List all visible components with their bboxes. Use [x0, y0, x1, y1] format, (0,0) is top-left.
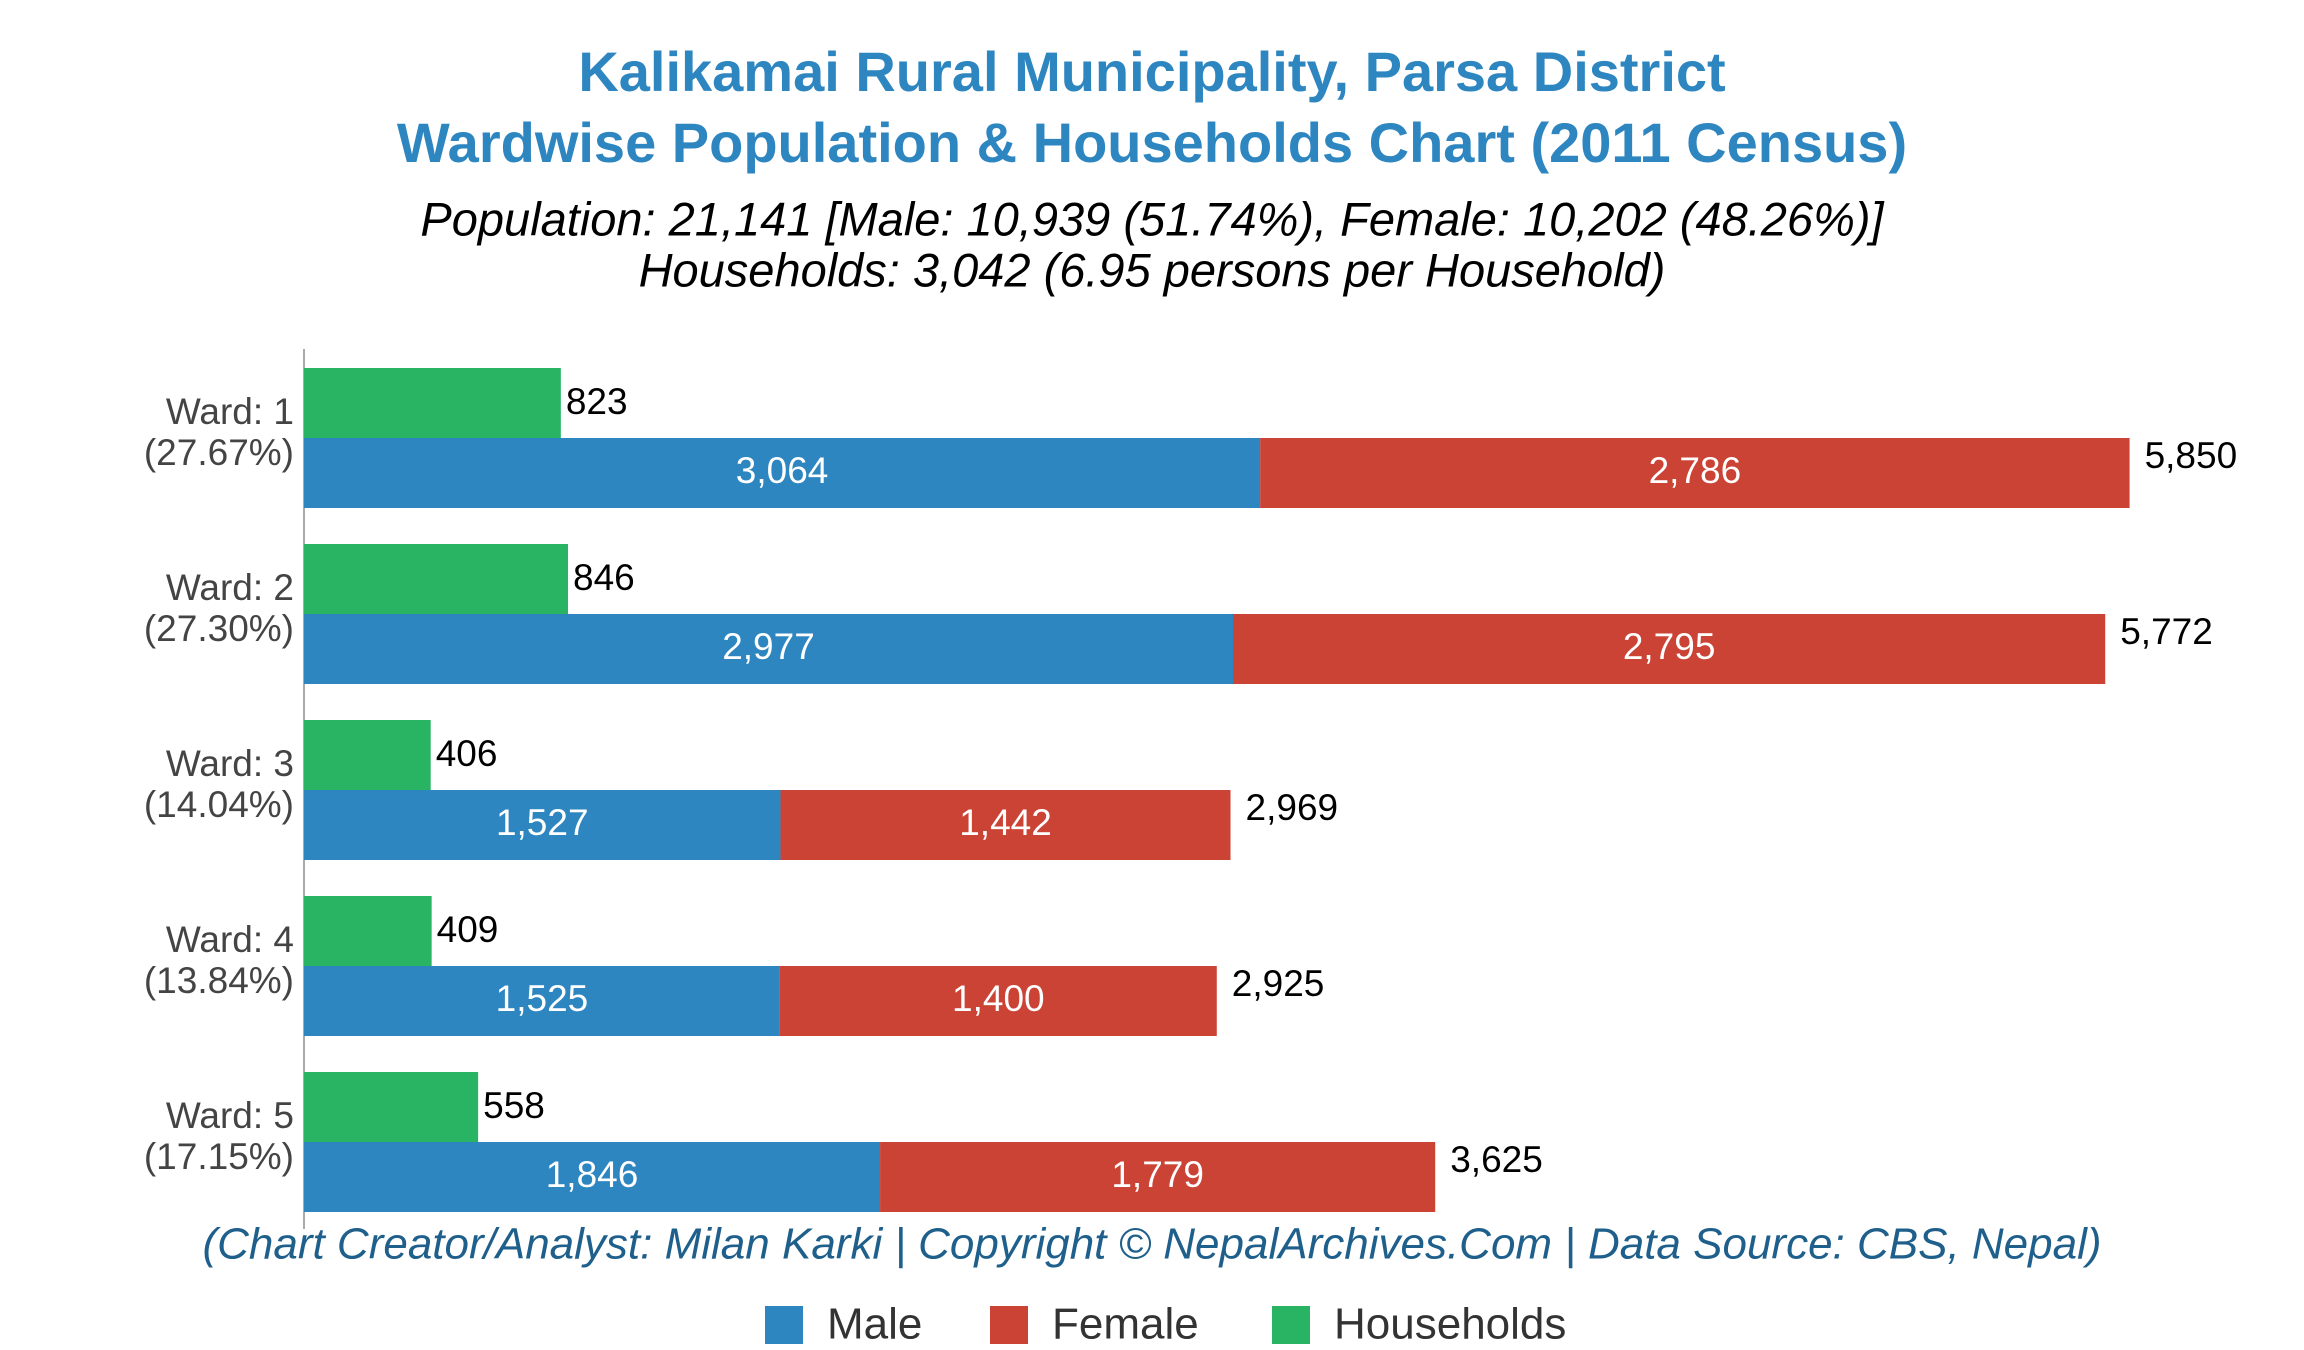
credit: (Chart Creator/Analyst: Milan Karki | Co…: [202, 1220, 2101, 1269]
bar: [880, 1142, 1436, 1212]
category-note: (17.15%): [144, 1136, 294, 1177]
bar: [1233, 614, 2106, 684]
category-label: Ward: 3: [166, 743, 294, 784]
chart-subtitle: Population: 21,141 [Male: 10,939 (51.74%…: [420, 192, 1884, 245]
legend-swatch: [990, 1306, 1028, 1344]
value-label: 823: [566, 381, 628, 422]
value-label: 1,779: [1111, 1154, 1204, 1195]
legend-label: Female: [1052, 1300, 1199, 1349]
total-label: 5,772: [2120, 611, 2213, 652]
bar: [780, 790, 1231, 860]
value-label: 1,525: [496, 978, 589, 1019]
value-label: 409: [437, 909, 499, 950]
bar: [779, 966, 1217, 1036]
value-label: 3,064: [736, 450, 829, 491]
value-label: 1,442: [959, 802, 1052, 843]
value-label: 1,527: [496, 802, 589, 843]
value-label: 2,977: [722, 626, 815, 667]
value-label: 846: [573, 557, 635, 598]
value-label: 406: [436, 733, 498, 774]
legend-label: Households: [1334, 1300, 1566, 1349]
bar: [304, 790, 781, 860]
chart-title: Wardwise Population & Households Chart (…: [397, 111, 1907, 174]
total-label: 5,850: [2145, 435, 2238, 476]
value-label: 1,846: [546, 1154, 639, 1195]
value-label: 2,795: [1623, 626, 1716, 667]
chart-subtitle: Households: 3,042 (6.95 persons per Hous…: [639, 243, 1666, 296]
bar: [1260, 438, 2130, 508]
category-label: Ward: 1: [166, 391, 294, 432]
category-note: (13.84%): [144, 960, 294, 1001]
bar: [304, 1072, 479, 1142]
value-label: 1,400: [952, 978, 1045, 1019]
category-note: (27.30%): [144, 608, 294, 649]
bar: [304, 720, 431, 790]
chart-title: Kalikamai Rural Municipality, Parsa Dist…: [578, 40, 1725, 103]
legend-swatch: [765, 1306, 803, 1344]
bar: [304, 438, 1261, 508]
total-label: 2,925: [1232, 963, 1325, 1004]
category-note: (27.67%): [144, 432, 294, 473]
legend-swatch: [1272, 1306, 1310, 1344]
bar: [304, 368, 561, 438]
category-note: (14.04%): [144, 784, 294, 825]
value-label: 558: [483, 1085, 545, 1126]
value-label: 2,786: [1649, 450, 1742, 491]
bar: [304, 896, 432, 966]
total-label: 3,625: [1450, 1139, 1543, 1180]
bar: [304, 614, 1234, 684]
bar: [304, 1142, 881, 1212]
category-label: Ward: 2: [166, 567, 294, 608]
bar: [304, 966, 780, 1036]
bar: [304, 544, 569, 614]
total-label: 2,969: [1246, 787, 1339, 828]
category-label: Ward: 5: [166, 1095, 294, 1136]
category-label: Ward: 4: [166, 919, 294, 960]
legend-label: Male: [827, 1300, 922, 1349]
